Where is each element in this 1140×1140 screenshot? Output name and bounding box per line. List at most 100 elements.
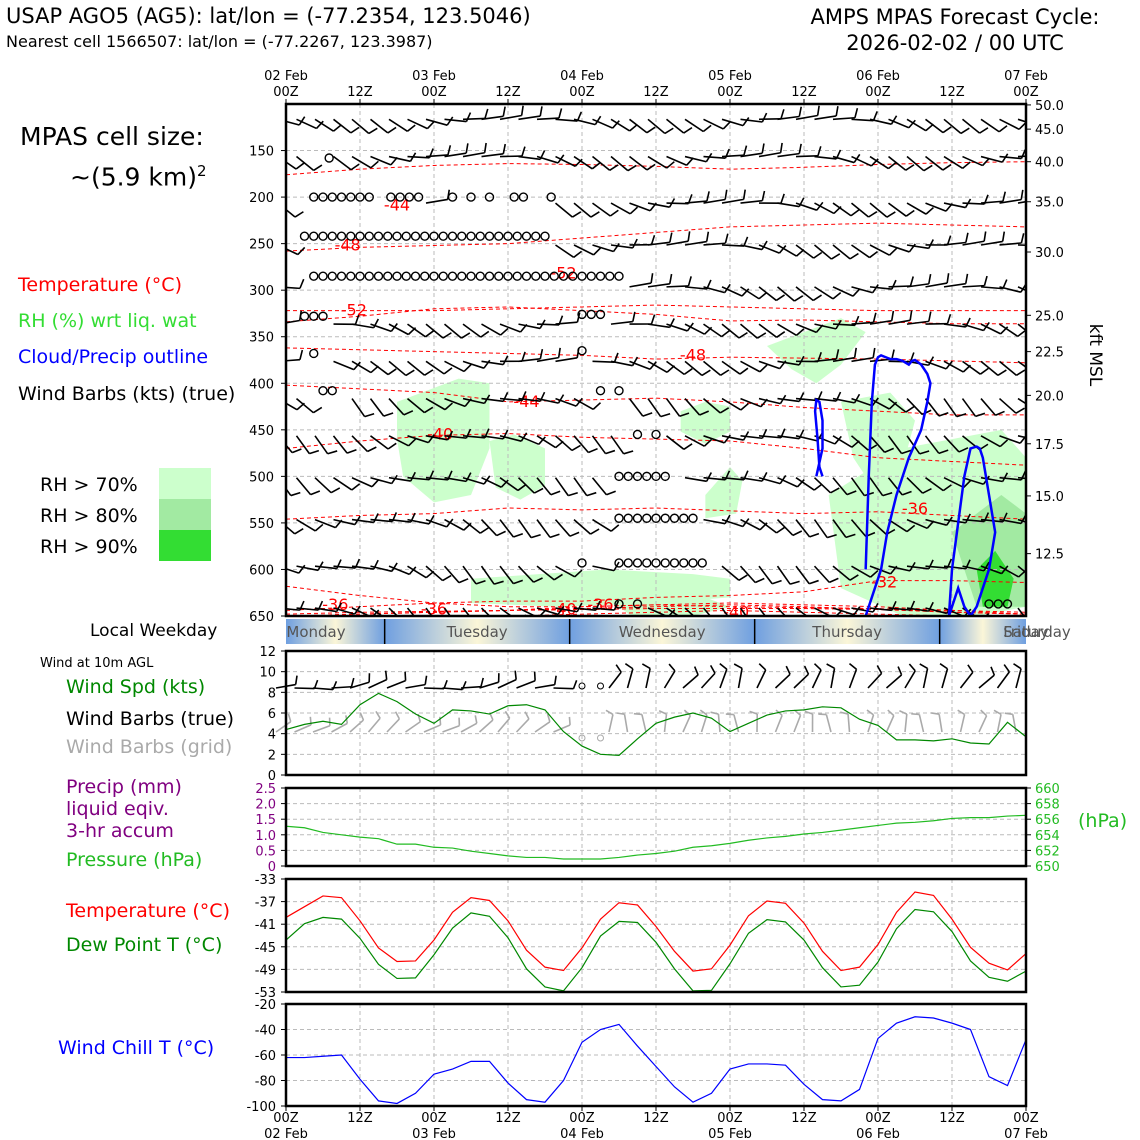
sfc-wind-barb-grid-feather	[1004, 712, 1013, 716]
wind-barb-feather	[1017, 329, 1026, 338]
precip-ytick-label: 2.0	[255, 798, 276, 813]
calm-wind-circle	[614, 271, 624, 281]
temperature-contour	[286, 304, 1026, 312]
wind-barb-feather	[539, 106, 543, 117]
wind-barb-feather	[705, 231, 710, 242]
wind-barb-feather	[533, 487, 544, 494]
sfc-wind-barb	[922, 668, 929, 689]
wind-barb	[462, 323, 482, 338]
pressure-ytick-label: 656	[1035, 813, 1060, 828]
station-title: USAP AGO5 (AG5): lat/lon = (-77.2354, 12…	[6, 4, 531, 28]
wind-barb-feather	[479, 527, 489, 534]
legend-rh: RH (%) wrt liq. wat	[18, 310, 197, 332]
wind-barb-feather	[884, 447, 895, 454]
wind-barb-feather	[327, 450, 338, 455]
calm-wind-circle	[521, 231, 532, 241]
temperature-line	[285, 891, 1027, 972]
calm-wind-circle	[549, 271, 559, 281]
sfc-wind-barb-feather	[553, 675, 557, 685]
wind-barb	[943, 360, 964, 373]
wind-barb	[924, 435, 940, 454]
ytick-kft-label: 30.0	[1035, 246, 1064, 261]
cell-size-line2: ~(5.9 km)2	[20, 154, 220, 194]
wind-barb	[296, 118, 317, 130]
weekday-name: Saturday	[1003, 623, 1071, 641]
wind-barb	[388, 155, 411, 163]
temperature-contour	[286, 604, 1026, 616]
wind-barb	[721, 154, 745, 158]
wind-barb	[555, 118, 578, 122]
wind-barb-feather	[901, 449, 912, 455]
calm-wind-circle	[373, 271, 384, 281]
sfc-wind-barb-grid	[331, 722, 348, 733]
wind-barb-feather	[424, 406, 434, 414]
wind-barb-feather	[938, 449, 949, 455]
wind-barb-feather	[798, 392, 805, 402]
wind-barb-feather	[742, 117, 750, 127]
wind-barb-feather	[743, 145, 748, 156]
wind-barb-feather	[826, 533, 837, 539]
wind-barb-feather	[830, 253, 841, 260]
wind-barb	[925, 607, 948, 615]
top-xtick-date: 07 Feb	[1004, 69, 1048, 84]
wind-barb	[536, 117, 560, 121]
wind-barb	[702, 607, 712, 616]
sfc-wind-barb-feather	[443, 679, 448, 689]
wind-barb-feather	[997, 369, 1007, 377]
ytick-hpa-label: 200	[249, 191, 274, 206]
wind-barb-feather	[798, 143, 802, 154]
weekday-name: Friday	[1003, 623, 1049, 641]
sfc-wind-barb	[405, 683, 426, 689]
wind-barb	[795, 323, 817, 334]
sfc-wind-barb	[978, 674, 995, 689]
top-xtick-date: 06 Feb	[856, 69, 900, 84]
calm-wind-circle	[364, 271, 374, 281]
calm-wind-circle	[475, 271, 485, 281]
dewpoint-line	[285, 908, 1027, 992]
wind-barb-feather	[984, 612, 990, 616]
sfc-wind-barb-feather	[615, 664, 622, 673]
wind-barb	[684, 240, 707, 246]
sfc-wind-barb-grid	[534, 721, 551, 733]
wind-barb	[666, 240, 689, 246]
sfc-wind-barb-grid	[294, 724, 312, 733]
wind-barb-feather	[553, 573, 563, 581]
wind-barb-feather	[679, 412, 690, 418]
wind-barb-feather	[756, 332, 767, 339]
cell-size-label: MPAS cell size: ~(5.9 km)2	[20, 120, 220, 194]
wind-barb	[647, 155, 668, 169]
wind-barb-feather	[458, 578, 469, 584]
wind-barb	[499, 607, 513, 616]
wind-barb-feather	[850, 209, 860, 217]
sfc-wind-barb-feather	[350, 677, 355, 687]
wind-barb	[721, 198, 744, 204]
wind-barb-feather	[958, 447, 969, 453]
wind-barb	[407, 118, 428, 130]
wind-barb-feather	[738, 574, 748, 581]
wind-barb-feather	[719, 407, 730, 414]
wind-barb	[536, 519, 551, 538]
calm-wind-circle	[404, 192, 415, 202]
wind-barb-feather	[372, 609, 380, 616]
wind-barb	[481, 152, 504, 158]
sfc-wind-barb-grid	[553, 724, 571, 733]
temperature-contour-label: -52	[341, 301, 367, 320]
wind-speed-frame	[284, 649, 1028, 777]
wind-barb	[647, 360, 668, 373]
sfc-wind-barb-grid	[349, 719, 364, 733]
sfc-wind-barb	[553, 687, 574, 690]
wind-barb-feather	[502, 355, 509, 365]
wind-barb	[888, 518, 908, 533]
wind-barb-feather	[403, 410, 414, 416]
sfc-wind-barb-feather	[668, 663, 676, 672]
sfc-wind-barb-grid-feather	[957, 709, 966, 716]
wind-barb-feather	[572, 211, 582, 218]
sfc-wind-barb-grid	[682, 715, 692, 733]
wind-barb	[758, 117, 782, 121]
wind-barb-feather	[646, 163, 656, 171]
wind-barb	[573, 202, 592, 218]
sfc-wind-barb	[700, 672, 716, 689]
calm-wind-circle	[318, 271, 328, 281]
wind-barb	[351, 155, 372, 169]
sfc-wind-barb-grid	[367, 717, 381, 733]
